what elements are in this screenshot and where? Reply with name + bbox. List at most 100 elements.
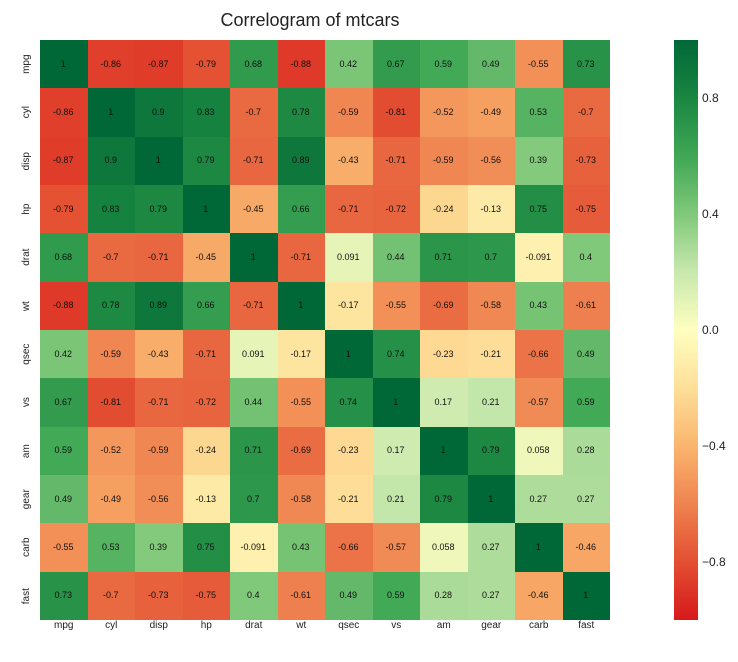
heatmap-cell: -0.58: [468, 282, 516, 330]
heatmap-cell: -0.75: [563, 185, 611, 233]
heatmap-cell: -0.69: [420, 282, 468, 330]
y-tick-label: am: [2, 439, 50, 463]
heatmap-cell: 0.74: [325, 378, 373, 426]
heatmap-cell: 0.66: [183, 282, 231, 330]
heatmap-cell: -0.24: [420, 185, 468, 233]
colorbar-tick-label: −0.8: [702, 555, 726, 569]
heatmap-cell: -0.43: [325, 137, 373, 185]
colorbar-tick-label: −0.4: [702, 439, 726, 453]
heatmap-cell: -0.71: [373, 137, 421, 185]
heatmap-cell: 0.091: [325, 233, 373, 281]
heatmap-cell: -0.81: [373, 88, 421, 136]
heatmap-cell: 0.058: [420, 523, 468, 571]
y-tick-label: gear: [2, 487, 50, 511]
heatmap-cell: -0.73: [563, 137, 611, 185]
heatmap-cell: -0.71: [278, 233, 326, 281]
x-tick-label: disp: [135, 620, 183, 640]
heatmap-cell: -0.59: [135, 427, 183, 475]
heatmap-cell: -0.091: [515, 233, 563, 281]
heatmap-cell: -0.57: [373, 523, 421, 571]
heatmap-cell: -0.87: [135, 40, 183, 88]
heatmap-cell: -0.86: [88, 40, 136, 88]
correlogram-figure: Correlogram of mtcars 1-0.86-0.87-0.790.…: [10, 10, 728, 652]
heatmap-cell: 0.71: [420, 233, 468, 281]
heatmap-cell: 0.67: [373, 40, 421, 88]
heatmap-cell: -0.71: [230, 137, 278, 185]
heatmap-cell: 1: [278, 282, 326, 330]
heatmap-cell: 0.75: [183, 523, 231, 571]
heatmap-cell: -0.52: [420, 88, 468, 136]
heatmap-cell: -0.59: [420, 137, 468, 185]
heatmap-cell: 0.71: [230, 427, 278, 475]
heatmap-cell: 0.43: [515, 282, 563, 330]
heatmap-cell: 0.78: [88, 282, 136, 330]
heatmap-cell: 0.79: [135, 185, 183, 233]
x-tick-label: wt: [278, 620, 326, 640]
heatmap-cell: -0.13: [468, 185, 516, 233]
colorbar-ticks: 0.80.40.0−0.4−0.8: [702, 40, 728, 620]
heatmap-cell: -0.7: [88, 233, 136, 281]
heatmap-cell: -0.46: [563, 523, 611, 571]
x-tick-label: mpg: [40, 620, 88, 640]
heatmap-cell: 0.78: [278, 88, 326, 136]
heatmap-cell: 0.75: [515, 185, 563, 233]
heatmap-cell: 0.74: [373, 330, 421, 378]
heatmap-cell: 0.49: [325, 572, 373, 620]
heatmap-cell: 0.27: [563, 475, 611, 523]
heatmap-cell: 0.83: [88, 185, 136, 233]
heatmap-cell: -0.21: [468, 330, 516, 378]
heatmap-cell: -0.72: [183, 378, 231, 426]
heatmap-cell: -0.61: [563, 282, 611, 330]
heatmap-cell: 0.17: [373, 427, 421, 475]
heatmap-cell: -0.59: [88, 330, 136, 378]
heatmap-cell: -0.17: [325, 282, 373, 330]
heatmap-cell: -0.88: [278, 40, 326, 88]
heatmap-cell: 0.42: [325, 40, 373, 88]
heatmap-cell: -0.23: [325, 427, 373, 475]
heatmap-cell: -0.79: [183, 40, 231, 88]
heatmap-cell: -0.46: [515, 572, 563, 620]
heatmap-cell: 0.17: [420, 378, 468, 426]
x-tick-label: gear: [468, 620, 516, 640]
heatmap-cell: 0.79: [420, 475, 468, 523]
heatmap-cell: -0.55: [278, 378, 326, 426]
y-tick-label: qsec: [2, 342, 50, 366]
y-tick-label: hp: [2, 197, 50, 221]
heatmap-cell: -0.17: [278, 330, 326, 378]
heatmap-cell: -0.7: [563, 88, 611, 136]
heatmap-cell: 1: [373, 378, 421, 426]
heatmap-cell: 0.27: [515, 475, 563, 523]
heatmap-cell: -0.71: [325, 185, 373, 233]
heatmap-cell: 0.53: [515, 88, 563, 136]
heatmap-cell: 0.43: [278, 523, 326, 571]
heatmap-cell: -0.56: [468, 137, 516, 185]
x-tick-label: carb: [515, 620, 563, 640]
heatmap-cell: 0.44: [373, 233, 421, 281]
heatmap-cell: -0.45: [183, 233, 231, 281]
x-tick-label: fast: [563, 620, 611, 640]
heatmap-cell: -0.59: [325, 88, 373, 136]
heatmap-cell: -0.43: [135, 330, 183, 378]
heatmap-cell: -0.45: [230, 185, 278, 233]
heatmap-cell: -0.7: [230, 88, 278, 136]
heatmap-grid: 1-0.86-0.87-0.790.68-0.880.420.670.590.4…: [40, 40, 610, 620]
heatmap-cell: 0.28: [563, 427, 611, 475]
x-tick-label: drat: [230, 620, 278, 640]
heatmap-cell: 1: [515, 523, 563, 571]
heatmap-cell: 0.59: [373, 572, 421, 620]
y-tick-label: vs: [2, 390, 50, 414]
heatmap-cell: -0.23: [420, 330, 468, 378]
heatmap-cell: 1: [468, 475, 516, 523]
heatmap-cell: -0.66: [325, 523, 373, 571]
heatmap-cell: -0.091: [230, 523, 278, 571]
x-tick-label: vs: [373, 620, 421, 640]
y-tick-label: fast: [2, 584, 50, 608]
heatmap-cell: 0.79: [183, 137, 231, 185]
x-axis-labels: mpgcyldisphpdratwtqsecvsamgearcarbfast: [40, 620, 610, 640]
colorbar-tick-label: 0.0: [702, 323, 719, 337]
x-tick-label: cyl: [88, 620, 136, 640]
y-tick-label: cyl: [2, 100, 50, 124]
heatmap-cell: -0.57: [515, 378, 563, 426]
colorbar-tick-label: 0.8: [702, 91, 719, 105]
heatmap-cell: 0.59: [420, 40, 468, 88]
